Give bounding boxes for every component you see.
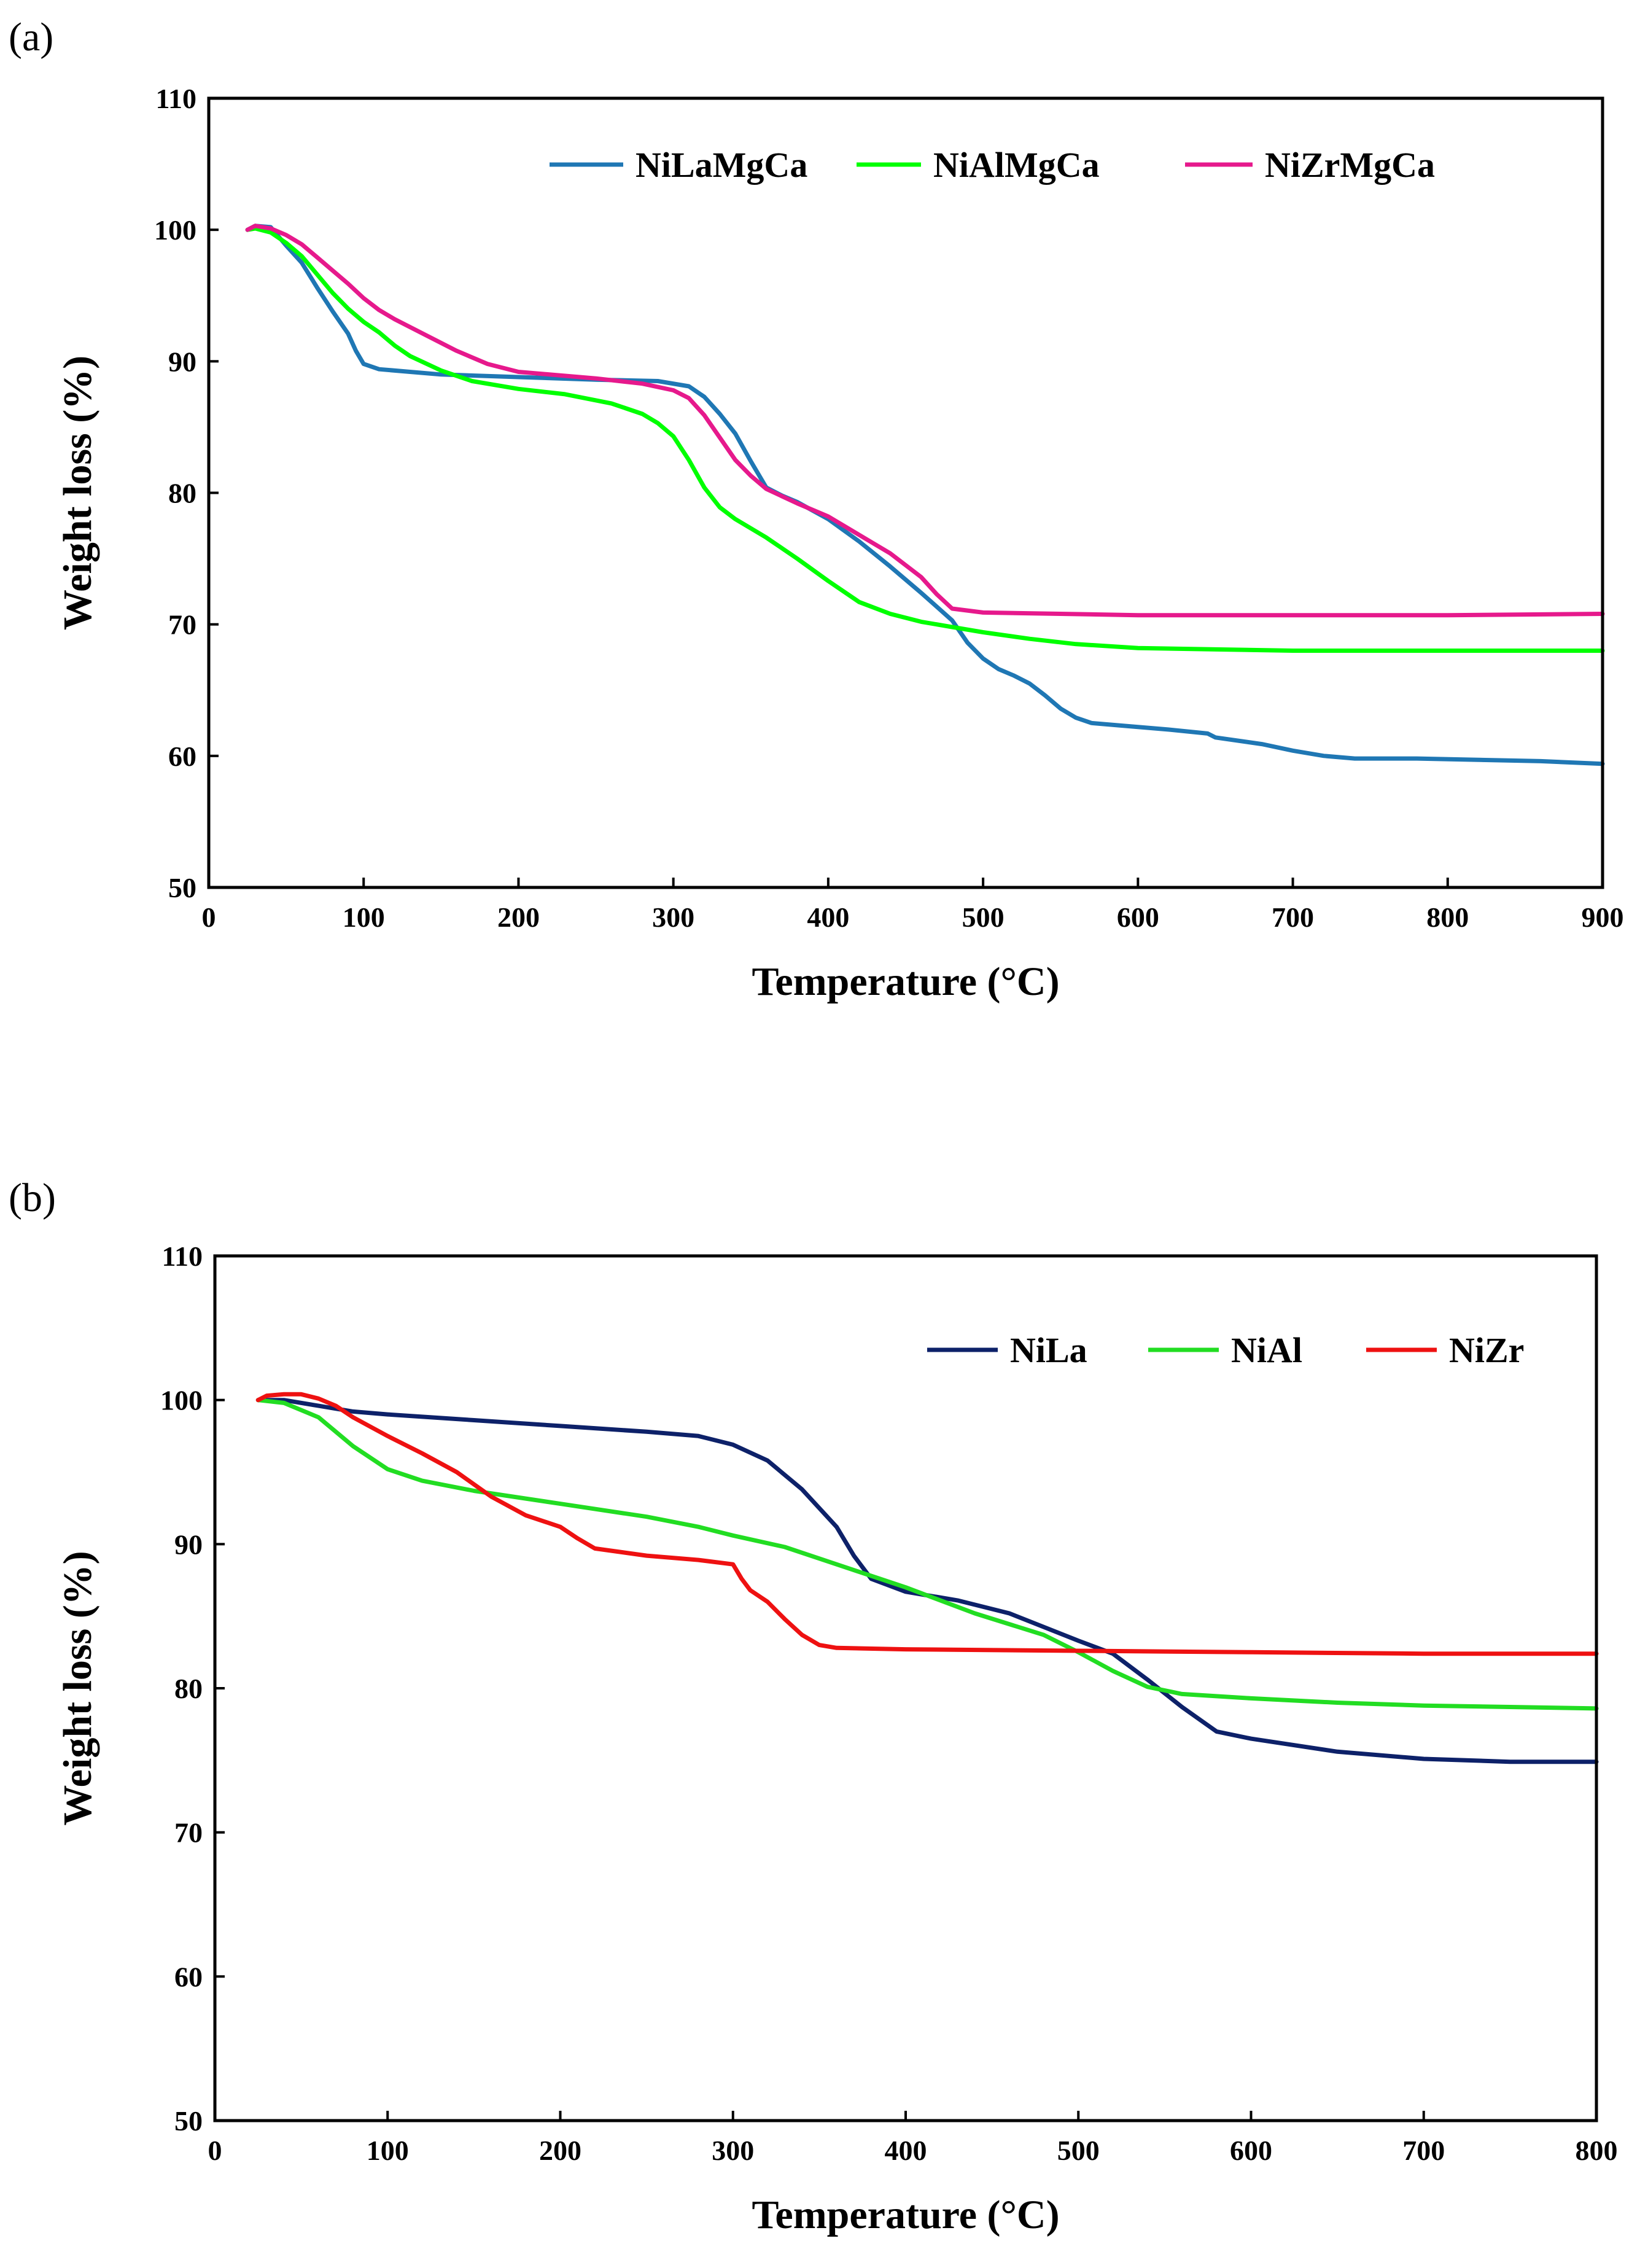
legend-a: NiLaMgCa NiAlMgCa NiZrMgCa — [550, 145, 1435, 185]
y-axis-title-b: Weight loss (%) — [55, 1551, 100, 1825]
series-layer-a — [245, 224, 1605, 766]
x-tick-label: 800 — [1426, 902, 1469, 933]
series-layer-b — [255, 1392, 1599, 1764]
y-tick-label: 100 — [160, 1385, 203, 1416]
legend-b: NiLa NiAl NiZr — [927, 1330, 1524, 1370]
panel-label-a: (a) — [9, 15, 53, 60]
legend-label-nial: NiAl — [1231, 1330, 1302, 1370]
legend-label-nizr: NiZr — [1449, 1330, 1524, 1370]
y-tick-label: 60 — [174, 1961, 203, 1992]
y-tick-label: 110 — [156, 83, 196, 114]
y-tick-label: 90 — [174, 1529, 203, 1560]
y-tick-label: 100 — [154, 214, 196, 246]
x-tick-label: 600 — [1230, 2135, 1272, 2166]
x-tick-label: 500 — [1057, 2135, 1100, 2166]
x-tick-label: 400 — [885, 2135, 927, 2166]
y-tick-label: 70 — [174, 1817, 203, 1849]
panel-label-b: (b) — [9, 1175, 56, 1220]
y-tick-label: 60 — [168, 741, 196, 772]
y-tick-labels-a: 50 60 70 80 90 100 110 — [154, 83, 219, 903]
x-tick-label: 200 — [497, 902, 540, 933]
y-axis-title-a: Weight loss (%) — [55, 356, 100, 630]
series-line-nial — [255, 1398, 1599, 1711]
legend-label-nialmgca: NiAlMgCa — [933, 145, 1100, 185]
legend-label-nilamgca: NiLaMgCa — [635, 145, 807, 185]
x-tick-label: 0 — [208, 2135, 222, 2166]
y-tick-label: 90 — [168, 346, 196, 377]
x-tick-label: 700 — [1272, 902, 1314, 933]
y-tick-labels-b: 50 60 70 80 90 100 110 — [160, 1241, 225, 2137]
legend-label-nila: NiLa — [1010, 1330, 1087, 1370]
x-tick-labels-a: 0 100 200 300 400 500 600 700 800 900 — [202, 878, 1624, 933]
x-tick-label: 0 — [202, 902, 216, 933]
x-tick-label: 500 — [962, 902, 1005, 933]
legend-label-nizrmgca: NiZrMgCa — [1265, 145, 1435, 185]
x-tick-label: 300 — [712, 2135, 754, 2166]
plot-frame-a — [207, 96, 1604, 889]
series-line-nialmgca — [245, 226, 1605, 653]
y-tick-label: 50 — [168, 872, 196, 903]
x-tick-label: 400 — [807, 902, 849, 933]
x-tick-label: 900 — [1582, 902, 1624, 933]
y-tick-label: 80 — [174, 1673, 203, 1704]
y-tick-label: 110 — [162, 1241, 203, 1272]
series-line-nilamgca — [245, 224, 1605, 766]
x-tick-label: 200 — [539, 2135, 581, 2166]
plot-frame-b — [213, 1254, 1598, 2122]
chart-b: (b) 50 60 70 80 90 100 110 0 100 200 300 400 500 600… — [9, 1175, 1618, 2237]
x-tick-label: 100 — [343, 902, 385, 933]
y-tick-label: 50 — [174, 2105, 203, 2137]
series-line-nizr — [255, 1392, 1599, 1656]
x-tick-label: 600 — [1117, 902, 1159, 933]
x-tick-label: 700 — [1402, 2135, 1445, 2166]
y-tick-label: 70 — [168, 609, 196, 641]
y-tick-label: 80 — [168, 478, 196, 509]
x-tick-label: 300 — [652, 902, 694, 933]
x-axis-title-b: Temperature (°C) — [752, 2192, 1059, 2237]
x-axis-title-a: Temperature (°C) — [752, 959, 1059, 1004]
series-line-nila — [255, 1398, 1599, 1764]
x-tick-label: 100 — [367, 2135, 409, 2166]
x-tick-labels-b: 0 100 200 300 400 500 600 700 800 — [208, 2111, 1618, 2166]
series-line-nizrmgca — [245, 224, 1605, 618]
chart-a: (a) 50 60 70 80 90 100 110 0 100 200 300 400 500 600… — [9, 15, 1624, 1004]
x-tick-label: 800 — [1576, 2135, 1618, 2166]
